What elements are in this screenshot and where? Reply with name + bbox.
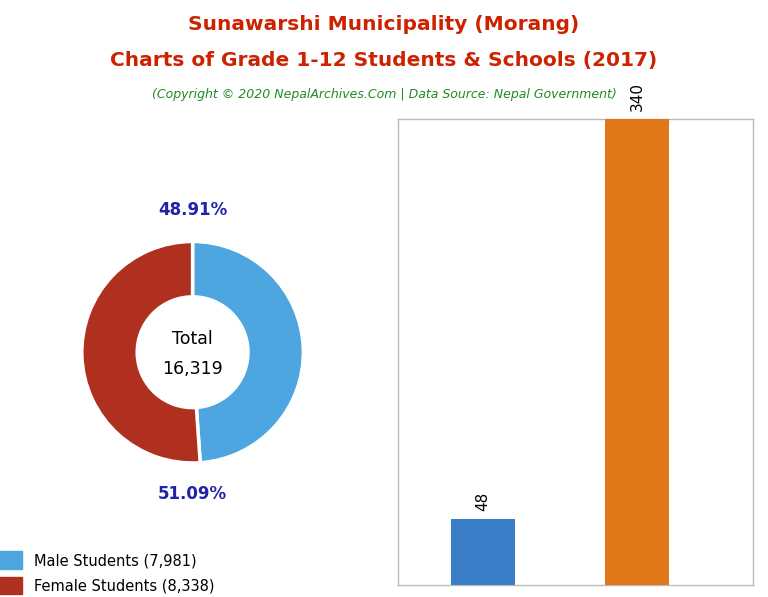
Text: Sunawarshi Municipality (Morang): Sunawarshi Municipality (Morang) — [188, 15, 580, 34]
Text: 16,319: 16,319 — [162, 360, 223, 378]
Text: Charts of Grade 1-12 Students & Schools (2017): Charts of Grade 1-12 Students & Schools … — [111, 51, 657, 70]
Text: 48: 48 — [475, 492, 491, 511]
Bar — [451, 519, 515, 585]
Legend: Male Students (7,981), Female Students (8,338): Male Students (7,981), Female Students (… — [0, 546, 220, 597]
Text: 51.09%: 51.09% — [158, 485, 227, 503]
Wedge shape — [193, 241, 303, 463]
Text: 48.91%: 48.91% — [158, 201, 227, 220]
Wedge shape — [82, 241, 200, 463]
Text: 340: 340 — [630, 82, 644, 111]
Text: Total: Total — [172, 330, 213, 348]
Text: (Copyright © 2020 NepalArchives.Com | Data Source: Nepal Government): (Copyright © 2020 NepalArchives.Com | Da… — [151, 88, 617, 101]
Bar — [604, 119, 670, 585]
